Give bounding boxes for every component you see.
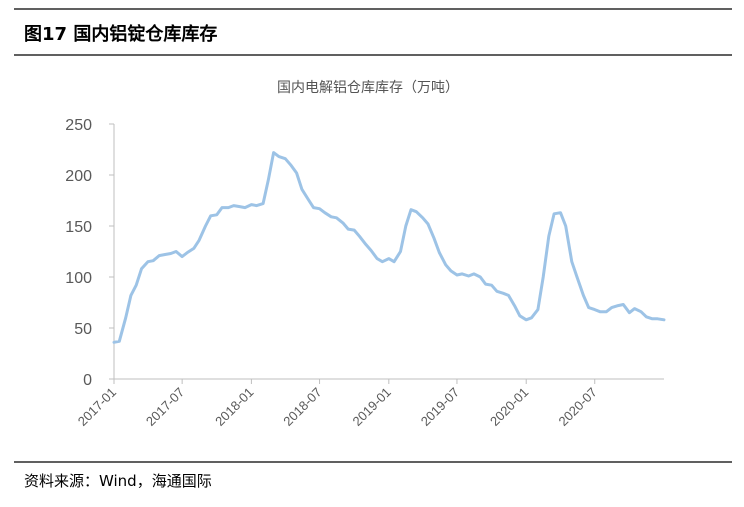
plot-area bbox=[112, 151, 666, 344]
x-tick-label: 2017-01 bbox=[75, 385, 119, 429]
y-tick-label: 100 bbox=[65, 270, 92, 287]
series-line-0 bbox=[112, 151, 666, 344]
x-tick-label: 2020-01 bbox=[487, 385, 531, 429]
x-tick-label: 2019-07 bbox=[418, 385, 462, 429]
chart-title: 国内电解铝仓库库存（万吨） bbox=[277, 80, 459, 96]
x-tick-label: 2018-01 bbox=[212, 385, 256, 429]
y-tick-label: 200 bbox=[65, 168, 92, 185]
source-note: 资料来源：Wind，海通国际 bbox=[24, 472, 212, 490]
x-axis: 2017-01 2017-07 2018-01 2018-07 2019-01 2019-… bbox=[75, 378, 664, 429]
y-tick-label: 150 bbox=[65, 219, 92, 236]
y-tick-label: 250 bbox=[65, 117, 92, 134]
x-tick-label: 2018-07 bbox=[280, 385, 324, 429]
y-axis: 0 50 100 150 200 250 bbox=[65, 117, 115, 389]
y-tick-label: 0 bbox=[83, 372, 92, 389]
figure-title: 图17 国内铝锭仓库库存 bbox=[24, 23, 217, 45]
y-tick-label: 50 bbox=[74, 321, 92, 338]
x-tick-label: 2019-01 bbox=[350, 385, 394, 429]
x-tick-label: 2020-07 bbox=[556, 385, 600, 429]
x-tick-label: 2017-07 bbox=[143, 385, 187, 429]
